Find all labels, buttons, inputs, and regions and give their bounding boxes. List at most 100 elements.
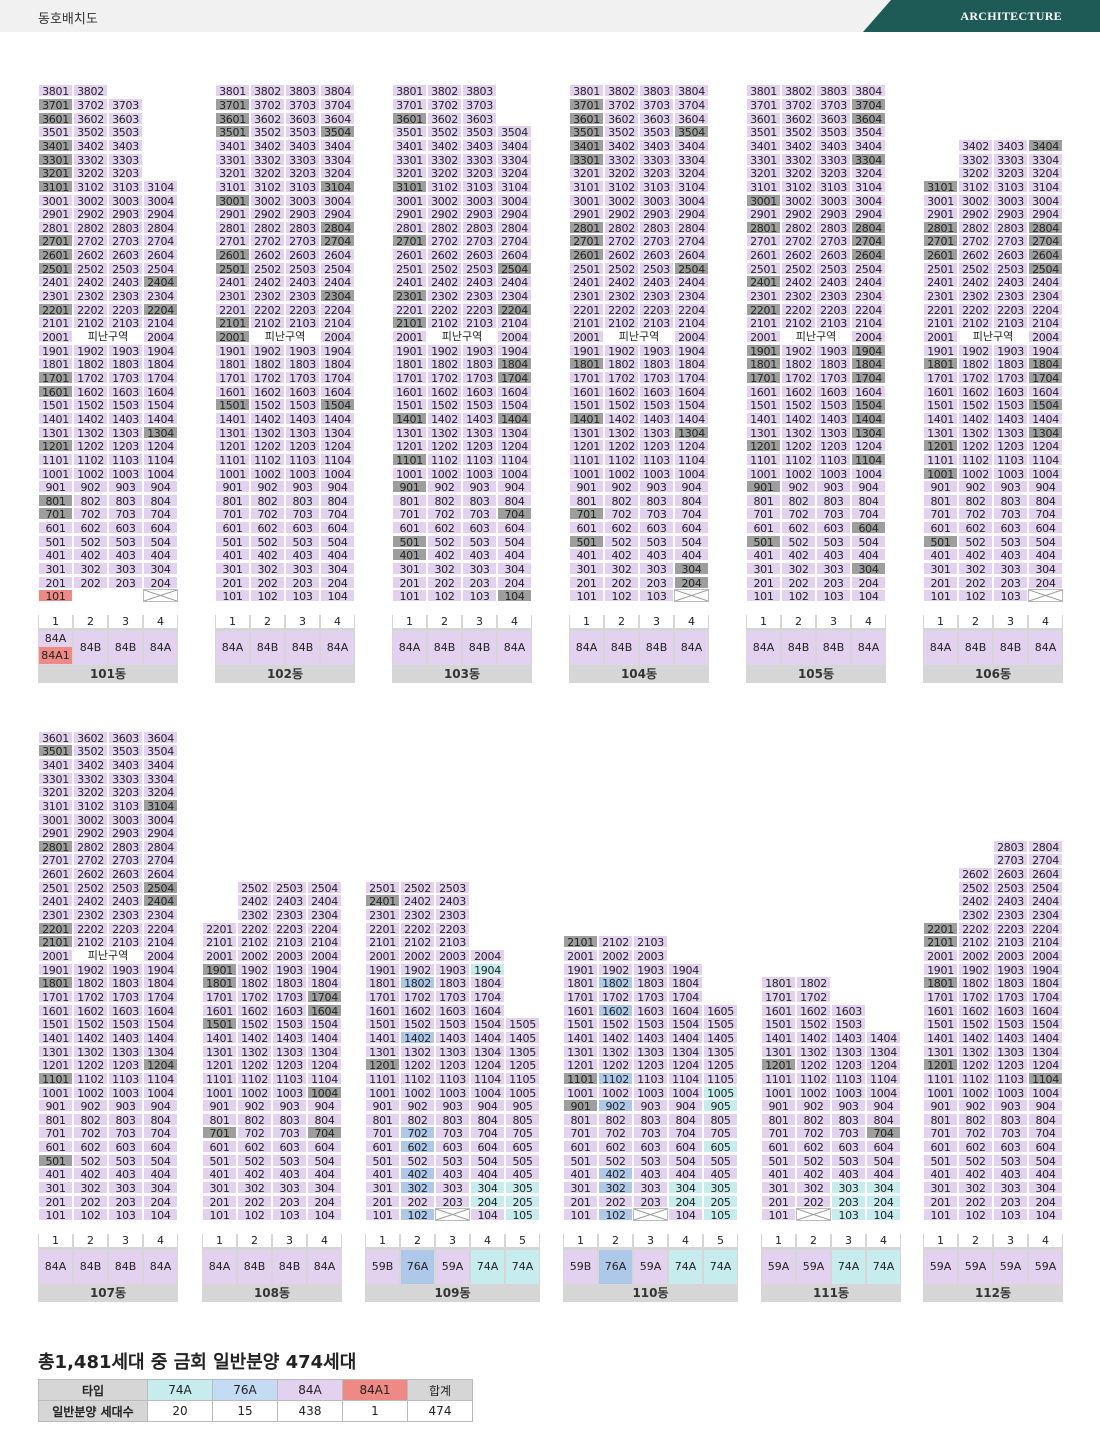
unit-cell[interactable]: 3502	[427, 125, 462, 139]
unit-cell[interactable]: 1004	[470, 1085, 505, 1100]
unit-cell[interactable]: 3404	[497, 138, 532, 153]
unit-cell[interactable]: 1203	[816, 439, 851, 453]
unit-cell[interactable]: 302	[400, 1181, 435, 1195]
unit-cell[interactable]: 3402	[604, 138, 639, 153]
unit-cell[interactable]: 3502	[604, 125, 639, 139]
unit-cell[interactable]: 1703	[108, 370, 143, 385]
unit-cell[interactable]: 3604	[674, 111, 709, 126]
unit-cell[interactable]: 1001	[392, 466, 427, 481]
unit-cell[interactable]: 3603	[462, 111, 497, 126]
unit-cell[interactable]: 1904	[143, 343, 178, 358]
unit-cell[interactable]: 101	[923, 1208, 958, 1222]
unit-cell[interactable]: 301	[392, 562, 427, 576]
unit-cell[interactable]: 1202	[250, 439, 285, 453]
unit-cell[interactable]: 104	[497, 589, 532, 603]
unit-cell[interactable]: 2302	[958, 908, 993, 922]
unit-cell[interactable]: 202	[237, 1194, 272, 1209]
unit-cell[interactable]: 1704	[851, 370, 886, 385]
unit-cell[interactable]: 1002	[958, 466, 993, 481]
unit-cell[interactable]: 1401	[215, 411, 250, 426]
unit-cell[interactable]: 2003	[435, 949, 470, 963]
unit-cell[interactable]: 3104	[143, 179, 178, 194]
unit-cell[interactable]: 1801	[38, 976, 73, 990]
unit-cell[interactable]: 2204	[851, 302, 886, 317]
unit-cell[interactable]: 2203	[993, 921, 1028, 936]
unit-cell[interactable]: 903	[816, 480, 851, 494]
unit-cell[interactable]: 902	[604, 480, 639, 494]
unit-cell[interactable]: 1403	[831, 1030, 866, 1045]
unit-cell[interactable]: 2201	[365, 921, 400, 936]
unit-cell[interactable]: 302	[73, 562, 108, 576]
unit-cell[interactable]: 1804	[1028, 357, 1063, 371]
unit-cell[interactable]: 603	[633, 1140, 668, 1154]
unit-cell[interactable]: 2404	[674, 275, 709, 289]
unit-cell[interactable]: 802	[598, 1112, 633, 1127]
unit-cell[interactable]: 2703	[993, 853, 1028, 867]
unit-cell[interactable]: 402	[958, 548, 993, 562]
unit-cell[interactable]: 302	[250, 562, 285, 576]
unit-cell[interactable]: 705	[703, 1126, 738, 1140]
unit-cell[interactable]: 3301	[569, 152, 604, 167]
unit-cell[interactable]: 603	[108, 1140, 143, 1154]
unit-cell[interactable]: 2402	[237, 894, 272, 908]
unit-cell[interactable]: 105	[703, 1208, 738, 1222]
unit-cell[interactable]: 502	[604, 534, 639, 549]
unit-cell[interactable]: 1005	[505, 1085, 540, 1100]
unit-cell[interactable]: 1102	[781, 452, 816, 467]
unit-cell[interactable]: 1202	[400, 1058, 435, 1072]
unit-cell[interactable]: 202	[604, 575, 639, 590]
unit-cell[interactable]: 2404	[320, 275, 355, 289]
unit-cell[interactable]: 1004	[143, 466, 178, 481]
unit-cell[interactable]: 603	[816, 521, 851, 535]
unit-cell[interactable]: 2903	[108, 826, 143, 840]
unit-cell[interactable]: 1501	[38, 1017, 73, 1031]
unit-cell[interactable]: 1103	[285, 452, 320, 467]
unit-cell[interactable]: 3802	[250, 84, 285, 98]
unit-cell[interactable]: 1803	[993, 357, 1028, 371]
unit-cell[interactable]: 201	[365, 1194, 400, 1209]
unit-cell[interactable]: 2703	[108, 234, 143, 248]
unit-cell[interactable]: 302	[73, 1181, 108, 1195]
unit-cell[interactable]: 2404	[1028, 894, 1063, 908]
unit-cell[interactable]: 3004	[143, 812, 178, 827]
unit-cell[interactable]: 1901	[746, 343, 781, 358]
unit-cell[interactable]: 1302	[427, 425, 462, 440]
unit-cell[interactable]: 802	[958, 493, 993, 508]
unit-cell[interactable]: 1902	[73, 962, 108, 977]
unit-cell[interactable]: 1404	[143, 1030, 178, 1045]
unit-cell[interactable]: 203	[272, 1194, 307, 1209]
unit-cell[interactable]: 3103	[108, 179, 143, 194]
unit-cell[interactable]: 3201	[38, 785, 73, 799]
unit-cell[interactable]: 502	[958, 534, 993, 549]
unit-cell[interactable]: 2701	[38, 234, 73, 248]
unit-cell[interactable]: 601	[923, 1140, 958, 1154]
unit-cell[interactable]: 101	[202, 1208, 237, 1222]
unit-cell[interactable]: 801	[202, 1112, 237, 1127]
unit-cell[interactable]: 901	[746, 480, 781, 494]
unit-cell[interactable]: 2604	[143, 248, 178, 262]
unit-cell[interactable]: 404	[674, 548, 709, 562]
unit-cell[interactable]: 2104	[143, 316, 178, 330]
unit-cell[interactable]: 1403	[108, 1030, 143, 1045]
unit-cell[interactable]: 1302	[598, 1044, 633, 1059]
unit-cell[interactable]: 504	[470, 1153, 505, 1168]
unit-cell[interactable]: 701	[761, 1126, 796, 1140]
unit-cell[interactable]: 303	[285, 562, 320, 576]
unit-cell[interactable]: 1704	[668, 989, 703, 1004]
unit-cell[interactable]: 1204	[320, 439, 355, 453]
unit-cell[interactable]: 1002	[796, 1085, 831, 1100]
unit-cell[interactable]: 2401	[365, 894, 400, 908]
unit-cell[interactable]: 103	[993, 1208, 1028, 1222]
unit-cell[interactable]: 102	[400, 1208, 435, 1222]
unit-cell[interactable]: 304	[470, 1181, 505, 1195]
unit-cell[interactable]: 3401	[215, 138, 250, 153]
unit-cell[interactable]: 1902	[237, 962, 272, 977]
unit-cell[interactable]: 1303	[993, 1044, 1028, 1059]
unit-cell[interactable]: 301	[923, 562, 958, 576]
unit-cell[interactable]: 3404	[143, 757, 178, 772]
unit-cell[interactable]: 3002	[604, 193, 639, 208]
unit-cell[interactable]: 2104	[143, 935, 178, 949]
unit-cell[interactable]: 2804	[143, 839, 178, 854]
unit-cell[interactable]: 302	[427, 562, 462, 576]
unit-cell[interactable]: 3002	[427, 193, 462, 208]
